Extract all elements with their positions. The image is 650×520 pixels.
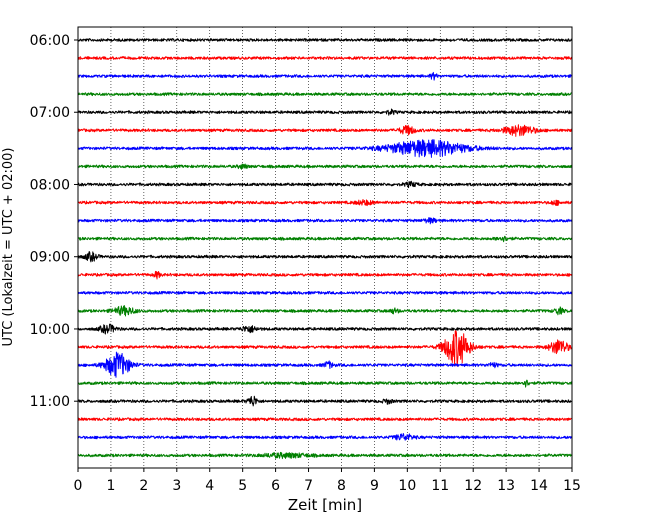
trace-row-11:00 xyxy=(77,395,573,407)
y-axis-label: UTC (Lokalzeit = UTC + 02:00) xyxy=(1,148,16,347)
x-tick-label-2: 2 xyxy=(139,478,148,494)
trace-rows xyxy=(77,38,573,460)
trace-row-10:45 xyxy=(77,379,573,388)
trace-row-10:15 xyxy=(77,330,573,367)
trace-row-09:15 xyxy=(77,270,573,280)
x-tick-label-9: 9 xyxy=(370,478,379,494)
trace-row-08:15 xyxy=(77,199,573,207)
trace-row-06:45 xyxy=(77,92,573,97)
y-tick-label-07:00: 07:00 xyxy=(30,105,70,121)
y-axis-ticks: 06:00 07:00 08:00 09:00 10:00 11:00 xyxy=(30,33,78,410)
x-tick-label-13: 13 xyxy=(497,478,515,494)
trace-row-07:45 xyxy=(77,163,573,170)
trace-row-10:00 xyxy=(77,323,573,335)
y-tick-label-09:00: 09:00 xyxy=(30,250,70,266)
plot-background xyxy=(78,27,572,468)
x-tick-label-7: 7 xyxy=(304,478,313,494)
x-tick-label-0: 0 xyxy=(74,478,83,494)
x-axis-label: Zeit [min] xyxy=(288,496,362,514)
trace-row-09:00 xyxy=(77,251,573,263)
trace-row-07:00 xyxy=(77,108,573,116)
x-tick-label-5: 5 xyxy=(238,478,247,494)
x-tick-label-3: 3 xyxy=(172,478,181,494)
trace-row-08:30 xyxy=(77,217,573,225)
x-tick-label-12: 12 xyxy=(464,478,482,494)
trace-row-06:30 xyxy=(77,71,573,81)
x-tick-label-1: 1 xyxy=(106,478,115,494)
trace-row-07:15 xyxy=(77,124,573,137)
y-tick-label-11:00: 11:00 xyxy=(30,394,70,410)
trace-row-11:15 xyxy=(77,417,573,422)
x-tick-label-10: 10 xyxy=(398,478,416,494)
y-tick-label-10:00: 10:00 xyxy=(30,322,70,338)
trace-row-08:45 xyxy=(77,235,573,243)
y-tick-label-08:00: 08:00 xyxy=(30,177,70,193)
x-tick-label-6: 6 xyxy=(271,478,280,494)
x-tick-label-15: 15 xyxy=(563,478,581,494)
y-tick-label-06:00: 06:00 xyxy=(30,33,70,49)
x-axis-ticks: 0 1 2 3 4 5 6 7 8 9 10 11 12 13 14 15 xyxy=(74,468,581,494)
trace-row-11:45 xyxy=(77,451,573,460)
trace-row-08:00 xyxy=(77,180,573,189)
trace-row-09:45 xyxy=(77,305,573,317)
trace-row-09:30 xyxy=(77,290,573,295)
trace-row-06:00 xyxy=(77,38,573,42)
trace-row-06:15 xyxy=(77,56,573,60)
trace-row-11:30 xyxy=(77,433,573,441)
x-tick-label-11: 11 xyxy=(431,478,449,494)
x-tick-label-8: 8 xyxy=(337,478,346,494)
x-tick-label-14: 14 xyxy=(530,478,548,494)
x-tick-label-4: 4 xyxy=(205,478,214,494)
trace-row-07:30 xyxy=(77,139,573,158)
plot-frame xyxy=(77,26,573,469)
trace-row-10:30 xyxy=(77,351,573,378)
